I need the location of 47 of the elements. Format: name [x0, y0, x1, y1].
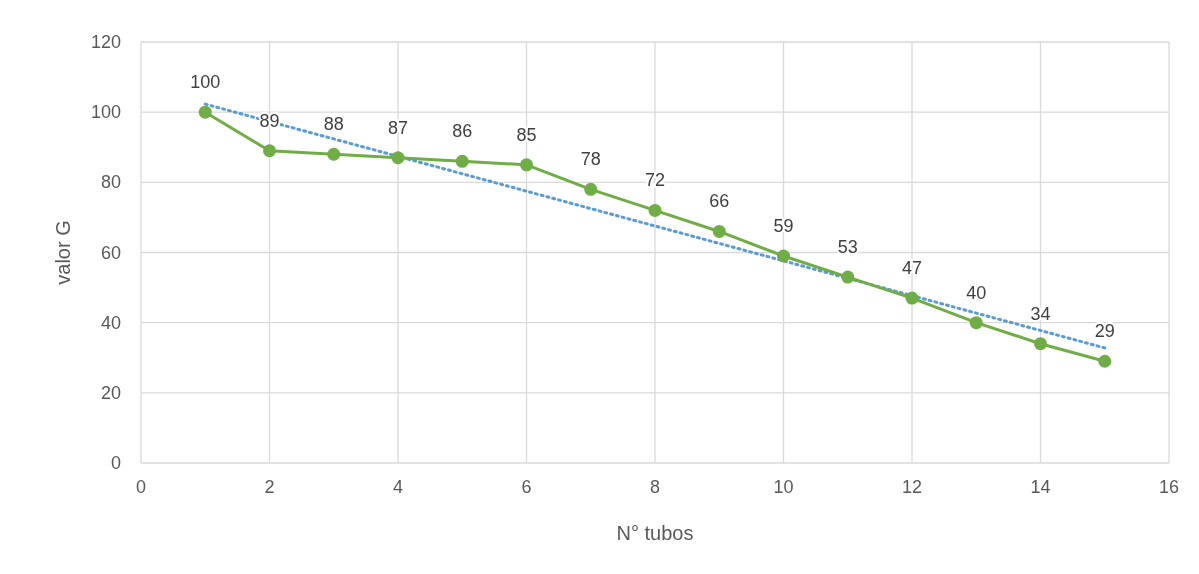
- y-tick-label: 80: [100, 172, 121, 193]
- point: [1098, 354, 1112, 368]
- x-tick-label: 4: [392, 477, 404, 497]
- data-label: 59: [773, 216, 794, 237]
- point: [327, 147, 341, 161]
- y-tick-label: 100: [90, 102, 121, 123]
- point: [648, 203, 662, 217]
- point: [391, 151, 405, 165]
- data-label: 29: [1094, 321, 1115, 342]
- point: [841, 270, 855, 284]
- y-tick-label: 0: [110, 453, 121, 473]
- y-tick-label: 60: [100, 242, 121, 263]
- x-tick-label: 2: [264, 477, 275, 497]
- data-label: 72: [644, 170, 666, 191]
- x-axis-title: N° tubos: [616, 522, 694, 544]
- point: [969, 316, 983, 330]
- data-label: 78: [580, 149, 601, 170]
- data-label: 87: [387, 117, 409, 138]
- x-tick-label: 12: [901, 477, 923, 497]
- point: [263, 144, 276, 158]
- y-tick-label: 40: [100, 312, 121, 333]
- x-tick-label: 14: [1030, 477, 1051, 497]
- x-tick-label: 6: [521, 477, 532, 497]
- data-label: 100: [190, 72, 221, 93]
- x-tick-label: 10: [773, 477, 794, 497]
- point: [584, 182, 598, 196]
- y-tick-label: 120: [90, 32, 121, 52]
- data-label: 53: [837, 237, 858, 258]
- point: [712, 224, 726, 238]
- point: [520, 158, 533, 172]
- x-tick-label: 8: [649, 477, 661, 497]
- data-label: 34: [1030, 303, 1051, 324]
- data-label: 66: [709, 191, 730, 212]
- data-label: 40: [966, 282, 987, 303]
- point: [1034, 337, 1047, 351]
- data-label: 47: [901, 258, 923, 279]
- x-tick-label: 16: [1158, 477, 1180, 497]
- point: [905, 291, 919, 305]
- y-axis-title: valor G: [52, 220, 74, 285]
- data-label: 86: [452, 121, 473, 142]
- x-tick-label: 0: [135, 477, 147, 497]
- y-tick-label: 20: [100, 382, 121, 403]
- point: [198, 105, 212, 119]
- data-label: 85: [516, 124, 537, 145]
- point: [777, 249, 790, 263]
- data-label: 88: [323, 114, 344, 135]
- point: [455, 154, 469, 168]
